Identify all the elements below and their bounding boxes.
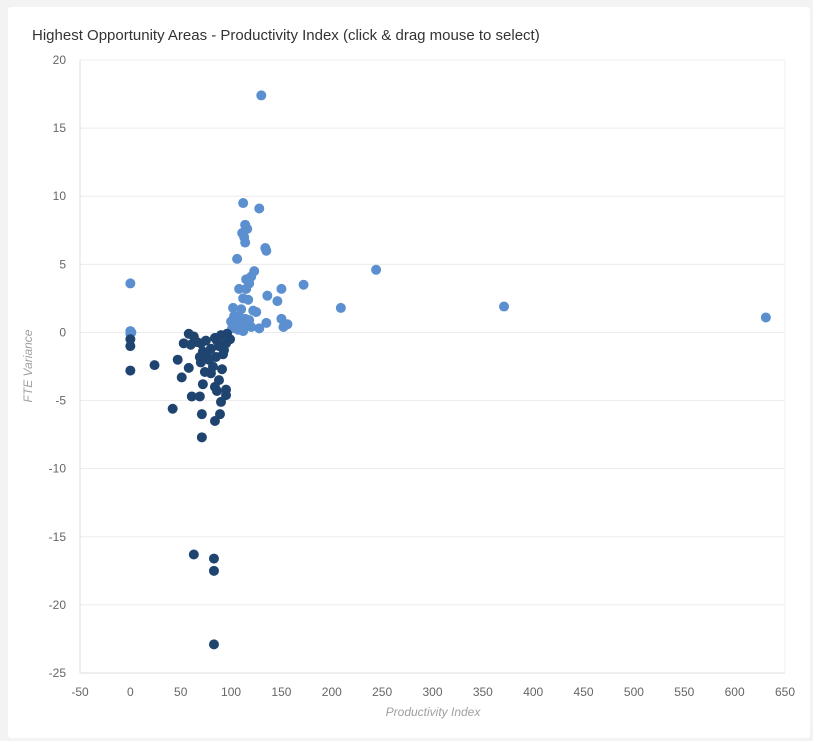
scatter-point[interactable] <box>236 304 247 315</box>
y-tick-label: -20 <box>49 598 67 612</box>
scatter-point[interactable] <box>208 639 219 650</box>
x-tick-label: 300 <box>422 685 442 699</box>
scatter-point[interactable] <box>178 338 189 349</box>
scatter-point[interactable] <box>125 341 136 352</box>
scatter-point[interactable] <box>209 415 220 426</box>
scatter-point[interactable] <box>238 326 249 337</box>
scatter-point[interactable] <box>125 365 136 376</box>
y-tick-label: -15 <box>49 530 67 544</box>
chart-title: Highest Opportunity Areas - Productivity… <box>32 27 540 44</box>
scatter-point[interactable] <box>232 253 243 264</box>
scatter-point[interactable] <box>221 384 232 395</box>
scatter-point[interactable] <box>254 323 265 334</box>
scatter-point[interactable] <box>499 301 510 312</box>
scatter-point[interactable] <box>125 278 136 289</box>
scatter-point[interactable] <box>238 198 249 209</box>
scatter-point[interactable] <box>194 391 205 402</box>
scatter-point[interactable] <box>205 368 216 379</box>
scatter-point[interactable] <box>240 237 251 248</box>
data-points[interactable] <box>125 90 771 650</box>
scatter-point[interactable] <box>335 302 346 313</box>
y-tick-label: 10 <box>53 189 67 203</box>
scatter-point[interactable] <box>197 379 208 390</box>
scatter-point[interactable] <box>216 396 226 407</box>
x-tick-label: 550 <box>674 685 694 699</box>
scatter-point[interactable] <box>172 354 183 365</box>
scatter-point[interactable] <box>254 203 265 214</box>
scatter-point[interactable] <box>219 345 230 356</box>
scatter-point[interactable] <box>241 283 252 294</box>
scatter-point[interactable] <box>298 279 309 290</box>
y-tick-label: 5 <box>59 257 66 271</box>
scatter-point[interactable] <box>278 321 289 332</box>
scatter-point[interactable] <box>208 565 219 576</box>
x-tick-label: -50 <box>71 685 89 699</box>
y-tick-label: 20 <box>53 53 67 67</box>
x-tick-label: 0 <box>127 685 134 699</box>
scatter-point[interactable] <box>760 312 771 323</box>
scatter-point[interactable] <box>196 409 207 420</box>
scatter-point[interactable] <box>261 245 272 256</box>
x-tick-label: 200 <box>322 685 342 699</box>
scatter-point[interactable] <box>211 335 222 346</box>
scatter-point[interactable] <box>243 294 254 305</box>
scatter-point[interactable] <box>261 317 272 328</box>
scatter-point[interactable] <box>188 549 199 560</box>
scatter-point[interactable] <box>222 328 233 339</box>
x-tick-label: 650 <box>775 685 795 699</box>
y-tick-label: -25 <box>49 666 67 680</box>
scatter-point[interactable] <box>208 553 219 564</box>
scatter-point[interactable] <box>272 296 283 307</box>
scatter-point[interactable] <box>234 283 245 294</box>
scatter-point[interactable] <box>251 307 262 318</box>
scatter-point[interactable] <box>176 372 187 383</box>
x-tick-label: 100 <box>221 685 241 699</box>
chart-card: Highest Opportunity Areas - Productivity… <box>8 7 810 738</box>
x-tick-label: 600 <box>725 685 745 699</box>
x-tick-label: 450 <box>574 685 594 699</box>
y-tick-label: -5 <box>55 394 66 408</box>
x-tick-label: 50 <box>174 685 188 699</box>
scatter-point[interactable] <box>194 351 205 362</box>
scatter-point[interactable] <box>256 90 267 101</box>
y-tick-label: 15 <box>53 121 67 135</box>
scatter-point[interactable] <box>183 362 194 373</box>
scatter-point[interactable] <box>186 391 197 402</box>
x-tick-label: 350 <box>473 685 493 699</box>
y-axis-label: FTE Variance <box>21 329 35 402</box>
scatter-point[interactable] <box>371 264 382 275</box>
scatter-point[interactable] <box>276 283 287 294</box>
scatter-point[interactable] <box>149 360 160 371</box>
scatter-point[interactable] <box>228 302 239 313</box>
scatter-point[interactable] <box>262 290 273 301</box>
scatter-point[interactable] <box>188 331 199 342</box>
scatter-point[interactable] <box>243 319 254 330</box>
scatter-point[interactable] <box>217 364 228 375</box>
x-tick-label: 400 <box>523 685 543 699</box>
scatter-point[interactable] <box>214 409 225 420</box>
x-axis-label: Productivity Index <box>386 705 482 719</box>
scatter-point[interactable] <box>167 403 178 414</box>
scatter-point[interactable] <box>213 375 224 386</box>
x-tick-label: 150 <box>271 685 291 699</box>
y-tick-label: 0 <box>59 325 66 339</box>
scatter-point[interactable] <box>195 338 206 349</box>
y-tick-label: -10 <box>49 462 67 476</box>
scatter-point[interactable] <box>196 432 207 443</box>
x-tick-label: 250 <box>372 685 392 699</box>
x-tick-label: 500 <box>624 685 644 699</box>
